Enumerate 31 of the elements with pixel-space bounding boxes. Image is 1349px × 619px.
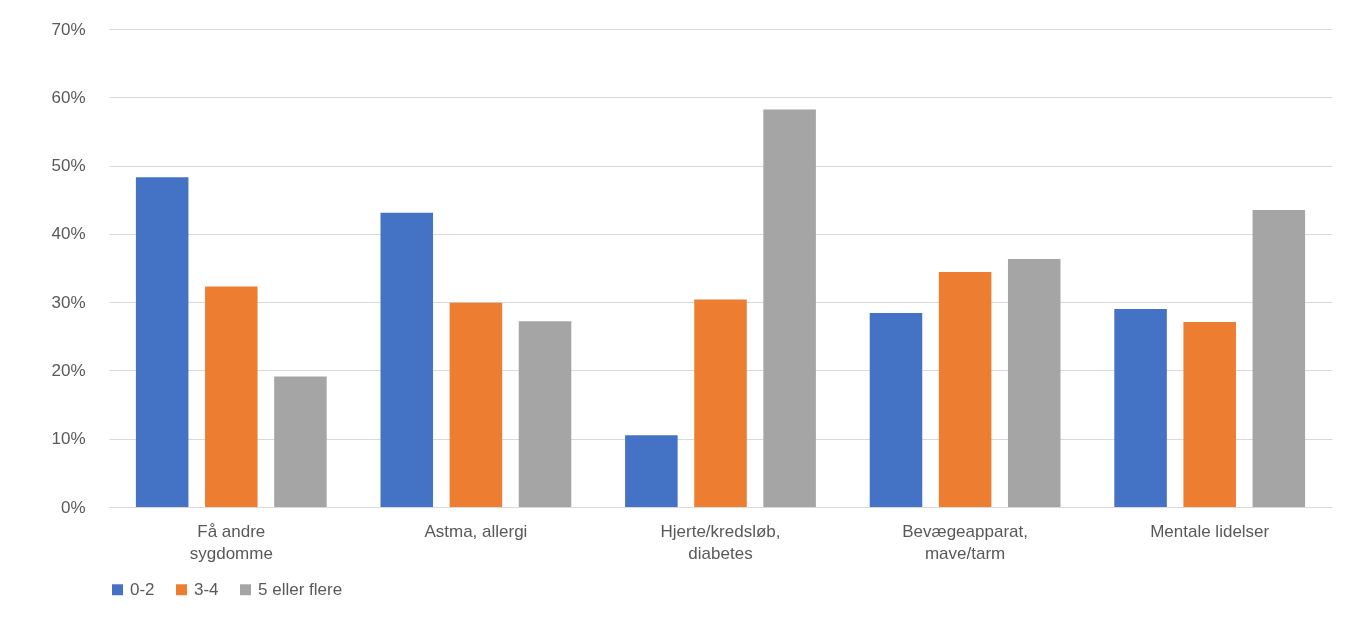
bar	[625, 435, 678, 507]
legend-label: 5 eller flere	[258, 579, 343, 599]
x-tick-label: Astma, allergi	[424, 521, 528, 541]
bar	[1252, 209, 1306, 507]
bar	[938, 272, 992, 507]
y-tick-label: 40%	[51, 224, 86, 244]
bar	[449, 302, 503, 507]
legend-label: 0-2	[130, 579, 155, 599]
y-tick-label: 30%	[51, 292, 86, 312]
x-tick-label: Få andre sygdomme	[189, 521, 273, 563]
bar	[694, 299, 747, 507]
bar	[274, 376, 327, 507]
bar	[380, 212, 434, 507]
bar	[869, 313, 923, 507]
bar	[1183, 321, 1236, 507]
y-tick-label: 60%	[51, 87, 86, 107]
x-tick-label: Bevægeapparat, mave/tarm	[902, 521, 1028, 563]
legend-label: 3-4	[194, 579, 219, 599]
x-tick-label: Hjerte/kredsløb, diabetes	[660, 521, 781, 563]
bar	[1007, 259, 1061, 507]
bar	[518, 321, 572, 507]
x-tick-label: Mentale lidelser	[1150, 521, 1270, 541]
bar	[205, 286, 258, 507]
bar	[135, 177, 189, 507]
y-tick-label: 10%	[51, 429, 86, 449]
y-tick-label: 50%	[51, 156, 86, 176]
y-tick-label: 0%	[60, 497, 86, 517]
y-tick-label: 20%	[51, 360, 86, 380]
bar	[763, 109, 816, 507]
bar	[1114, 308, 1167, 507]
y-tick-label: 70%	[51, 19, 86, 39]
